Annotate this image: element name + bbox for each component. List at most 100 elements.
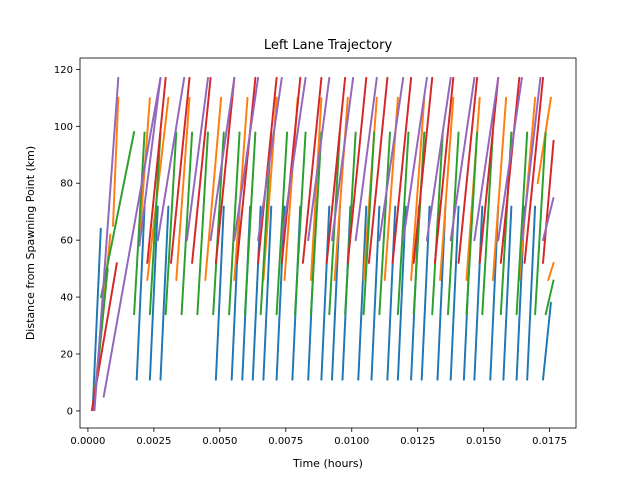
trajectory-line	[465, 131, 479, 316]
trajectory-line	[159, 205, 170, 381]
y-tick-label: 60	[60, 236, 73, 247]
trajectory-line	[354, 76, 378, 242]
y-tick-label: 40	[60, 293, 73, 304]
trajectory-line	[370, 205, 381, 381]
trajectory-line	[357, 205, 368, 381]
trajectory-line	[135, 205, 146, 381]
trajectory-line	[191, 76, 212, 264]
trajectory-line	[180, 131, 194, 316]
trajectory-line	[138, 76, 162, 247]
trajectory-line	[478, 76, 500, 264]
trajectory-line	[520, 76, 542, 242]
trajectory-line	[156, 76, 186, 242]
trajectory-line	[146, 76, 167, 264]
trajectory-line	[433, 76, 455, 264]
trajectory-line	[346, 76, 368, 264]
trajectory-line	[214, 205, 225, 381]
trajectory-line	[170, 76, 191, 264]
x-tick-label: 0.0050	[202, 436, 237, 447]
series-purple	[93, 76, 555, 412]
trajectory-line	[473, 205, 484, 381]
trajectory-line	[148, 131, 162, 316]
trajectory-line	[307, 76, 331, 242]
trajectory-line	[309, 131, 323, 316]
trajectory-line	[410, 96, 426, 281]
trajectory-line	[542, 301, 552, 381]
trajectory-line	[93, 76, 120, 412]
y-axis-ticks: 0 20 40 60 80 100 120	[54, 65, 80, 417]
trajectory-line	[275, 131, 289, 316]
trajectory-line	[386, 205, 397, 381]
trajectory-line	[378, 131, 391, 316]
trajectory-line	[294, 131, 307, 316]
trajectory-line	[439, 96, 455, 281]
x-tick-label: 0.0000	[70, 436, 105, 447]
x-axis-label: Time (hours)	[292, 457, 363, 470]
trajectory-line	[378, 76, 405, 242]
trajectory-line	[228, 131, 241, 316]
y-tick-label: 80	[60, 179, 73, 190]
trajectory-line	[331, 76, 355, 242]
trajectory-line	[102, 76, 162, 398]
trajectory-line	[367, 76, 389, 264]
trajectory-line	[233, 76, 260, 242]
trajectory-line	[344, 131, 357, 316]
x-tick-label: 0.0100	[334, 436, 369, 447]
trajectory-line	[449, 76, 476, 242]
trajectory-line	[100, 131, 136, 299]
trajectory-line	[280, 76, 307, 242]
trajectory-line	[362, 131, 376, 316]
trajectory-line	[481, 131, 494, 316]
trajectory-line	[325, 76, 347, 264]
trajectory-line	[214, 76, 236, 264]
trajectory-line	[196, 131, 209, 316]
trajectory-line	[534, 131, 547, 316]
x-axis-ticks: 0.0000 0.0025 0.0050 0.0075 0.0100 0.0125 0.01…	[70, 428, 567, 447]
trajectory-line	[497, 76, 523, 242]
trajectory-line	[209, 76, 236, 242]
trajectory-line	[502, 205, 513, 381]
trajectory-line	[301, 76, 323, 264]
trajectory-line	[473, 76, 500, 242]
y-axis-label: Distance from Spawning Point (km)	[24, 146, 37, 340]
trajectory-line	[112, 96, 120, 227]
trajectory-line	[148, 205, 159, 381]
trajectory-line	[526, 205, 537, 381]
x-tick-label: 0.0150	[466, 436, 501, 447]
trajectory-line	[431, 131, 444, 316]
y-tick-label: 120	[54, 65, 73, 76]
trajectory-line	[164, 131, 178, 316]
trajectory-line	[185, 76, 209, 242]
trajectory-line	[133, 131, 146, 316]
trajectory-line	[544, 279, 555, 316]
trajectory-line	[91, 227, 102, 412]
trajectory-line	[412, 76, 434, 264]
trajectory-line	[542, 196, 555, 242]
x-tick-label: 0.0025	[136, 436, 171, 447]
plot-frame	[79, 57, 577, 429]
y-tick-label: 20	[60, 350, 73, 361]
y-tick-label: 0	[67, 406, 73, 417]
trajectory-line	[204, 96, 223, 281]
trajectory-line	[175, 96, 191, 281]
y-tick-label: 100	[54, 122, 73, 133]
trajectory-line	[320, 205, 331, 381]
trajectory-line	[309, 96, 323, 281]
trajectory-line	[236, 76, 257, 264]
trajectory-line	[243, 131, 257, 316]
trajectory-line	[457, 76, 479, 264]
trajectory-line	[402, 76, 428, 242]
trajectory-line	[499, 76, 521, 264]
trajectory-line	[262, 205, 273, 381]
series-green	[92, 131, 555, 412]
x-tick-label: 0.0175	[532, 436, 567, 447]
trajectory-line	[523, 76, 544, 264]
trajectory-line	[257, 76, 283, 242]
trajectory-line	[449, 205, 460, 381]
trajectory-line	[547, 261, 555, 281]
trajectory-line	[391, 76, 413, 264]
trajectory-line	[542, 139, 555, 264]
x-tick-label: 0.0125	[400, 436, 435, 447]
trajectory-line	[425, 76, 452, 242]
